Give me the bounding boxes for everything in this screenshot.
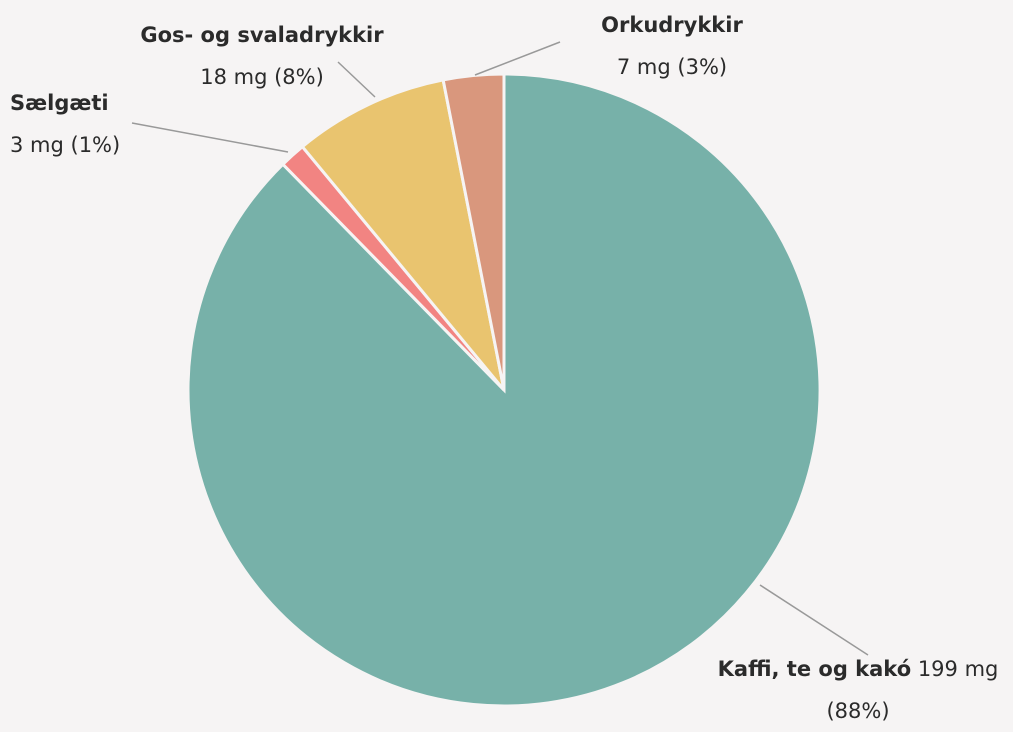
value-label: 3 mg (1%) [10, 133, 121, 157]
category-label: Gos- og svaladrykkir [140, 23, 384, 47]
value-label: 7 mg (3%) [616, 55, 728, 79]
category-label: Orkudrykkir [601, 13, 743, 37]
slice-label: Gos- og svaladrykkir 18 mg (8%) [100, 14, 424, 98]
leader-line [759, 584, 869, 656]
slice-label: Kaffi, te og kakó 199 mg (88%) [713, 648, 1003, 732]
leader-line [131, 122, 289, 153]
value-label: 199 mg (88%) [826, 657, 999, 723]
leader-line [474, 41, 561, 76]
slice-label: Sælgæti 3 mg (1%) [10, 82, 210, 166]
pie-slice [441, 72, 506, 391]
pie-slice [300, 78, 506, 391]
leader-line [337, 61, 376, 98]
value-label: 18 mg (8%) [200, 65, 324, 89]
slice-label: Orkudrykkir 7 mg (3%) [572, 4, 772, 88]
category-label: Kaffi, te og kakó [717, 657, 912, 681]
category-label: Sælgæti [10, 91, 109, 115]
